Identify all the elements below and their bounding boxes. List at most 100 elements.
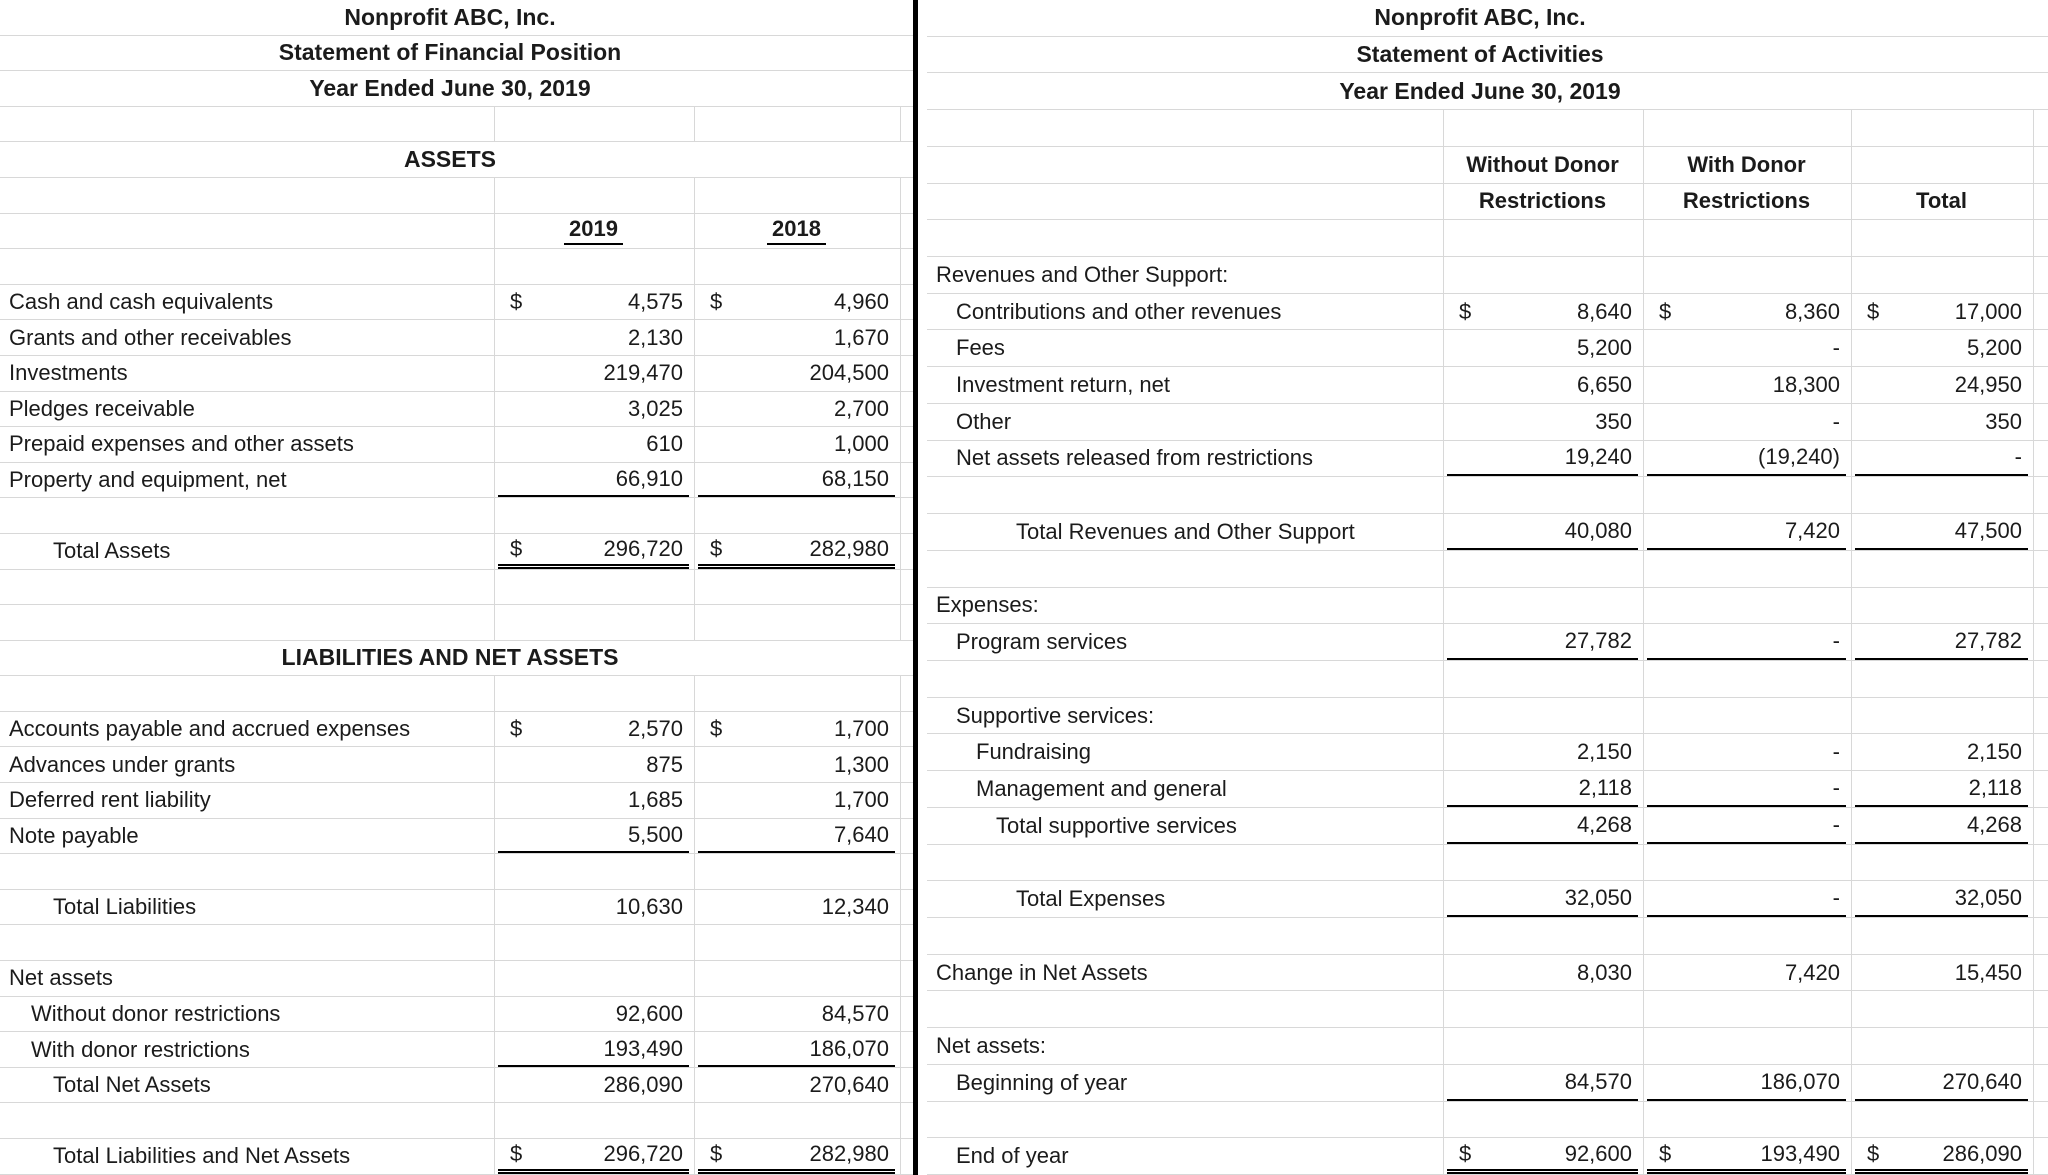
amount-cell: $4,575 <box>494 284 694 320</box>
row-label <box>0 854 494 889</box>
amount-cell <box>494 249 694 284</box>
column-header-cell: Restrictions <box>1643 183 1851 220</box>
amount-cell <box>1643 477 1851 514</box>
amount-cell <box>1643 220 1851 257</box>
amount: - <box>1832 885 1840 911</box>
row-label: Contributions and other revenues <box>956 298 1282 324</box>
amount-cell: 8,030 <box>1443 954 1643 991</box>
amount: 350 <box>1985 408 2022 434</box>
row-label: Total Assets <box>53 538 171 564</box>
amount: 32,050 <box>1954 885 2022 911</box>
row-label: Prepaid expenses and other assets <box>9 431 354 457</box>
currency-symbol: $ <box>710 716 723 742</box>
gridline-filler <box>900 177 913 213</box>
gridline-filler <box>900 427 913 462</box>
amount-cell <box>694 925 900 961</box>
table-row: Contributions and other revenues $8,640 $8… <box>927 293 2048 331</box>
blank-row <box>927 660 2048 698</box>
amount-cell <box>694 569 900 605</box>
amount-cell <box>1443 477 1643 514</box>
blank-row <box>0 854 913 890</box>
row-label: Expenses: <box>936 592 1039 618</box>
amount-cell <box>694 676 900 711</box>
amount-cell: 5,200 <box>1443 330 1643 367</box>
column-header-label: With Donor <box>1687 151 1806 177</box>
amount-cell: 27,782 <box>1851 624 2033 660</box>
currency-symbol: $ <box>1867 298 1880 324</box>
amount: 193,490 <box>603 1035 683 1061</box>
amount-cell <box>1443 660 1643 697</box>
row-label: Net assets: <box>936 1032 1047 1058</box>
amount: 12,340 <box>821 894 889 920</box>
table-row: Total supportive services 4,268 - 4,268 <box>927 807 2048 845</box>
amount-cell: 1,670 <box>694 320 900 355</box>
amount-cell: - <box>1643 807 1851 844</box>
amount: 84,570 <box>821 1000 889 1026</box>
table-row: Property and equipment, net 66,910 68,150 <box>0 462 913 499</box>
amount: 27,782 <box>1564 628 1632 654</box>
table-row: Investment return, net 6,650 18,300 24,950 <box>927 367 2048 404</box>
amount-cell: $4,960 <box>694 284 900 320</box>
column-header-label: 2018 <box>767 216 826 246</box>
amount-cell <box>494 854 694 889</box>
statement-of-activities-table: Nonprofit ABC, Inc. Statement of Activiti… <box>927 0 2048 1175</box>
row-label <box>927 845 1443 881</box>
amount-cell: $296,720 <box>494 1139 694 1174</box>
amount-cell <box>1851 1101 2033 1138</box>
amount-cell <box>694 177 900 213</box>
amount-cell <box>1643 660 1851 697</box>
amount: 5,200 <box>1576 335 1632 361</box>
column-header-row: 2019 2018 <box>0 213 913 250</box>
row-label: Investment return, net <box>956 372 1170 398</box>
gridline-filler <box>900 854 913 889</box>
blank-row <box>0 498 913 534</box>
amount-cell <box>494 961 694 996</box>
amount-cell <box>1851 110 2033 146</box>
amount-cell: 10,630 <box>494 889 694 925</box>
amount-cell: $296,720 <box>494 533 694 569</box>
amount-cell <box>494 498 694 533</box>
amount-cell <box>1443 844 1643 881</box>
amount-cell <box>494 569 694 605</box>
amount-cell <box>1443 1028 1643 1064</box>
amount-cell <box>1443 587 1643 624</box>
row-label <box>0 214 494 249</box>
gridline-filler <box>900 996 913 1032</box>
amount: 5,200 <box>1966 335 2022 361</box>
amount-cell: 32,050 <box>1851 881 2033 917</box>
blank-row <box>927 991 2048 1029</box>
row-label <box>927 184 1443 220</box>
amount: 24,950 <box>1954 372 2022 398</box>
amount-cell: 24,950 <box>1851 367 2033 403</box>
gridline-filler <box>2033 110 2048 146</box>
amount-cell: 2,130 <box>494 320 694 355</box>
amount-cell: 18,300 <box>1643 367 1851 403</box>
table-row: Total Assets $296,720 $282,980 <box>0 533 913 570</box>
amount-cell: 15,450 <box>1851 954 2033 991</box>
row-label: Program services <box>956 629 1128 655</box>
gridline-filler <box>900 1032 913 1067</box>
amount-cell: 7,640 <box>694 818 900 854</box>
amount-cell <box>494 1103 694 1138</box>
amount-cell <box>494 925 694 961</box>
amount: - <box>1832 335 1840 361</box>
gridline-filler <box>900 747 913 783</box>
amount-cell: 32,050 <box>1443 881 1643 917</box>
amount-cell: 1,685 <box>494 783 694 818</box>
currency-symbol: $ <box>1659 298 1672 324</box>
column-header-label: Restrictions <box>1478 188 1607 214</box>
amount: 1,700 <box>833 716 889 742</box>
amount-cell: 2,118 <box>1443 771 1643 807</box>
table-row: End of year $92,600 $193,490 $286,090 <box>927 1138 2048 1175</box>
gridline-filler <box>2033 440 2048 477</box>
amount: 296,720 <box>603 535 683 561</box>
amount-cell <box>1443 257 1643 293</box>
gridline-filler <box>900 1103 913 1138</box>
amount-cell: 186,070 <box>1643 1064 1851 1101</box>
amount-cell: 270,640 <box>694 1067 900 1103</box>
table-row: Net assets <box>0 961 913 997</box>
amount-cell: 1,000 <box>694 427 900 462</box>
column-header-cell: 2018 <box>694 213 900 249</box>
amount-cell <box>494 676 694 711</box>
table-row: Net assets released from restrictions 19,… <box>927 440 2048 478</box>
